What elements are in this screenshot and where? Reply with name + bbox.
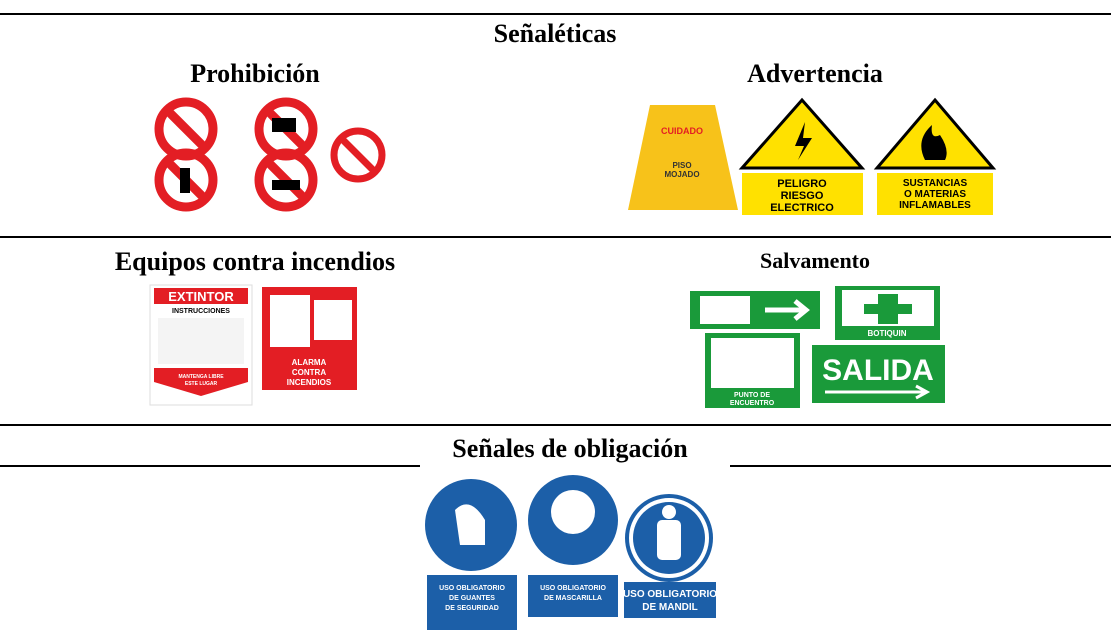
sign-text: ELECTRICO <box>770 202 834 214</box>
obligation-signs: USO OBLIGATORIO DE GUANTES DE SEGURIDAD … <box>425 475 717 630</box>
title: Señaléticas <box>494 19 617 48</box>
sign-text: PISO <box>672 161 691 170</box>
sign-text: O MATERIAS <box>904 189 966 200</box>
sign-text: MOJADO <box>664 170 699 179</box>
sign-text: MANTENGA LIBRE <box>178 374 224 380</box>
warning-signs: CUIDADO PISO MOJADO PELIGRO RIESGO ELECT… <box>628 96 997 216</box>
sign-text: ENCUENTRO <box>730 400 775 407</box>
sign-text: PUNTO DE <box>734 392 770 399</box>
sign-text: EXTINTOR <box>168 289 234 304</box>
sign-text: BOTIQUIN <box>867 329 906 338</box>
sign-text: USO OBLIGATORIO <box>439 585 505 592</box>
sign-text: DE MANDIL <box>642 602 698 613</box>
sign-text: ESTE LUGAR <box>185 381 218 387</box>
sign-text: SUSTANCIAS <box>903 178 968 189</box>
section-label: Prohibición <box>190 59 320 88</box>
fire-signs: EXTINTOR INSTRUCCIONES MANTENGA LIBRE ES… <box>149 284 357 406</box>
sign-text: DE SEGURIDAD <box>445 605 499 612</box>
section-label: Señales de obligación <box>452 434 688 463</box>
sign-text: INCENDIOS <box>287 378 332 387</box>
sign-text: RIESGO <box>781 190 824 202</box>
rescue-signs: BOTIQUIN PUNTO DE ENCUENTRO SALIDA <box>690 286 945 408</box>
sign-text: PELIGRO <box>777 178 827 190</box>
section-label: Advertencia <box>747 59 883 88</box>
sign-text: SALIDA <box>822 354 934 387</box>
sign-text: DE GUANTES <box>449 595 495 602</box>
sign-text: ALARMA <box>292 358 327 367</box>
sign-text: CUIDADO <box>661 126 703 136</box>
section-label: Equipos contra incendios <box>115 247 395 276</box>
sign-text: USO OBLIGATORIO <box>623 589 717 600</box>
sign-text: DE MASCARILLA <box>544 595 602 602</box>
section-label: Salvamento <box>760 248 870 273</box>
prohibition-signs <box>154 97 386 212</box>
sign-text: INFLAMABLES <box>899 200 971 211</box>
sign-text: CONTRA <box>292 368 326 377</box>
sign-text: INSTRUCCIONES <box>172 308 230 315</box>
sign-text: USO OBLIGATORIO <box>540 585 606 592</box>
